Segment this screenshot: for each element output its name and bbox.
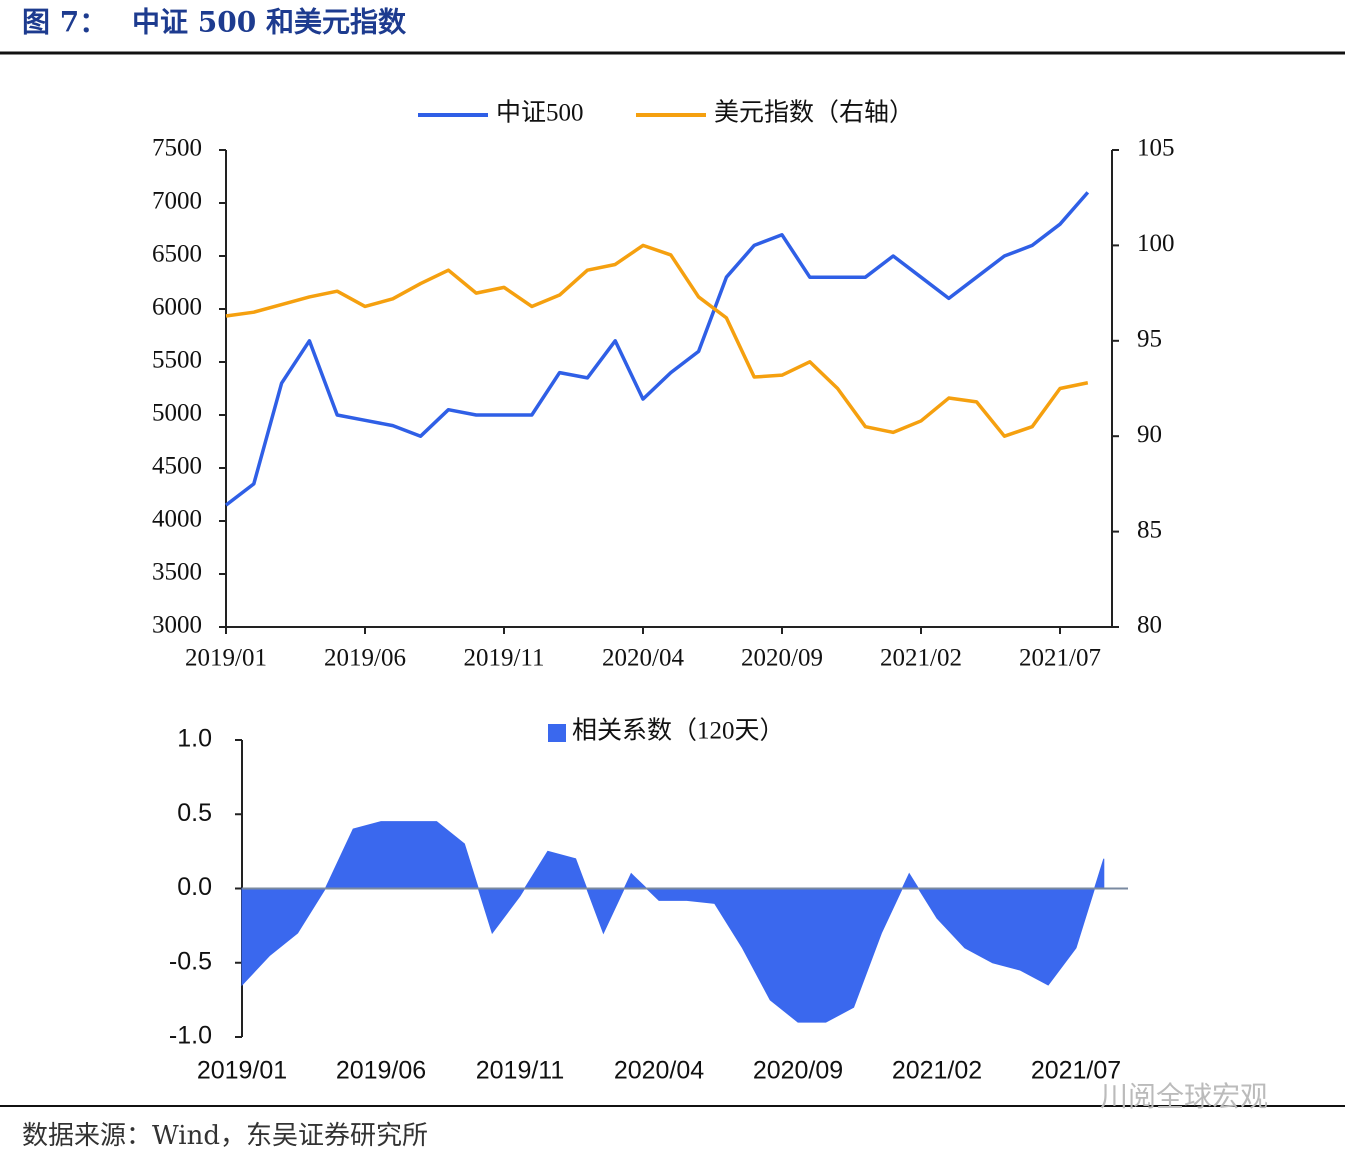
legend-label: 中证500 bbox=[496, 99, 584, 127]
x-tick-label: 2020/04 bbox=[614, 1057, 704, 1085]
y-tick-label: 5500 bbox=[152, 347, 202, 374]
x-tick-label: 2019/06 bbox=[324, 645, 406, 672]
y2-tick-label: 105 bbox=[1137, 135, 1175, 162]
y-tick-label: 4500 bbox=[152, 453, 202, 480]
figure-label: 图 7： bbox=[22, 6, 107, 39]
y-tick-label: 6500 bbox=[152, 241, 202, 268]
x-tick-label: 2020/04 bbox=[602, 645, 684, 672]
series-line bbox=[225, 243, 1089, 438]
y-tick-label: 1.0 bbox=[177, 725, 212, 753]
x-tick-label: 2019/11 bbox=[476, 1057, 565, 1085]
y-tick-label: 3000 bbox=[152, 612, 202, 639]
x-tick-label: 2020/09 bbox=[741, 645, 823, 672]
x-tick-label: 2021/07 bbox=[1019, 645, 1101, 672]
legend-swatch bbox=[548, 724, 566, 742]
y2-tick-label: 95 bbox=[1137, 326, 1162, 353]
y-tick-label: 7500 bbox=[152, 135, 202, 162]
x-tick-label: 2021/02 bbox=[880, 645, 962, 672]
y2-tick-label: 85 bbox=[1137, 516, 1162, 543]
watermark: 川阅全球宏观 bbox=[1100, 1080, 1268, 1113]
y2-tick-label: 80 bbox=[1137, 612, 1162, 639]
series-line bbox=[224, 191, 1090, 507]
x-tick-label: 2021/07 bbox=[1031, 1057, 1121, 1085]
y-tick-label: 3500 bbox=[152, 559, 202, 586]
legend-label: 相关系数（120天） bbox=[572, 717, 785, 745]
y2-tick-label: 90 bbox=[1137, 421, 1162, 448]
y-tick-label: 0.0 bbox=[177, 873, 212, 901]
source-note: 数据来源：Wind，东吴证券研究所 bbox=[22, 1121, 428, 1151]
x-tick-label: 2019/11 bbox=[463, 645, 544, 672]
y-tick-label: 6000 bbox=[152, 294, 202, 321]
y-tick-label: 0.5 bbox=[177, 799, 212, 827]
x-tick-label: 2020/09 bbox=[753, 1057, 843, 1085]
y-tick-label: 4000 bbox=[152, 506, 202, 533]
y-tick-label: 5000 bbox=[152, 400, 202, 427]
y-tick-label: -0.5 bbox=[169, 947, 212, 975]
y2-tick-label: 100 bbox=[1137, 230, 1175, 257]
legend-label: 美元指数（右轴） bbox=[714, 99, 914, 127]
page-title: 中证 500 和美元指数 bbox=[132, 6, 407, 39]
x-tick-label: 2019/06 bbox=[336, 1057, 426, 1085]
y-tick-label: 7000 bbox=[152, 188, 202, 215]
y-tick-label: -1.0 bbox=[169, 1022, 212, 1050]
x-tick-label: 2019/01 bbox=[185, 645, 267, 672]
x-tick-label: 2019/01 bbox=[197, 1057, 287, 1085]
x-tick-label: 2021/02 bbox=[892, 1057, 982, 1085]
series-area bbox=[241, 821, 1105, 1023]
